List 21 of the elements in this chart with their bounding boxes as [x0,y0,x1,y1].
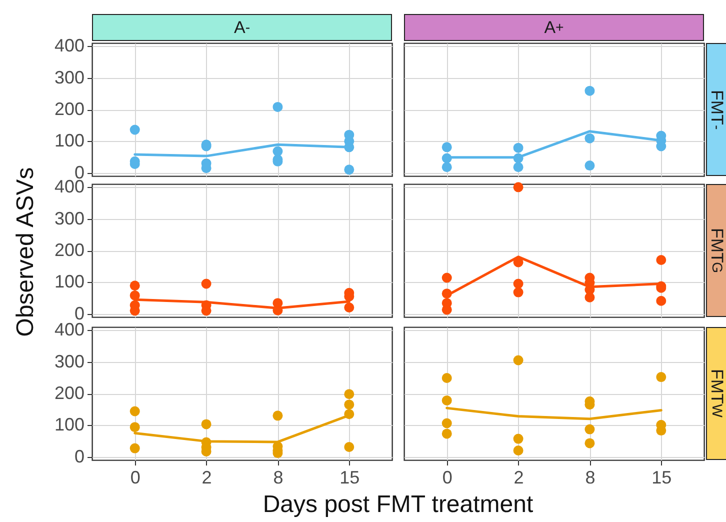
y-tick-label: 100 [54,272,84,292]
x-tick-label: 15 [340,468,360,488]
y-tick-label: 300 [54,208,84,228]
y-tick-label: 200 [54,383,84,403]
y-axis-title: Observed ASVs [12,167,40,337]
x-tick-label: 0 [442,468,452,488]
y-tick-label: 100 [54,414,84,435]
x-axis-title: Days post FMT treatment [262,491,534,519]
x-tick-label: 2 [202,468,212,488]
y-tick-label: 200 [54,240,84,260]
y-tick-label: 300 [54,67,84,88]
x-tick-label: 2 [514,468,524,488]
y-tick-label: 400 [54,36,84,56]
x-tick-label: 8 [273,468,284,488]
y-tick-label: 200 [54,99,84,119]
x-tick-label: 8 [585,468,596,488]
y-tick-label: 0 [74,446,84,466]
x-tick-label: 15 [652,468,672,488]
y-tick-label: 100 [54,130,84,151]
x-tick-label: 0 [130,468,140,488]
y-tick-label: 300 [54,351,84,372]
